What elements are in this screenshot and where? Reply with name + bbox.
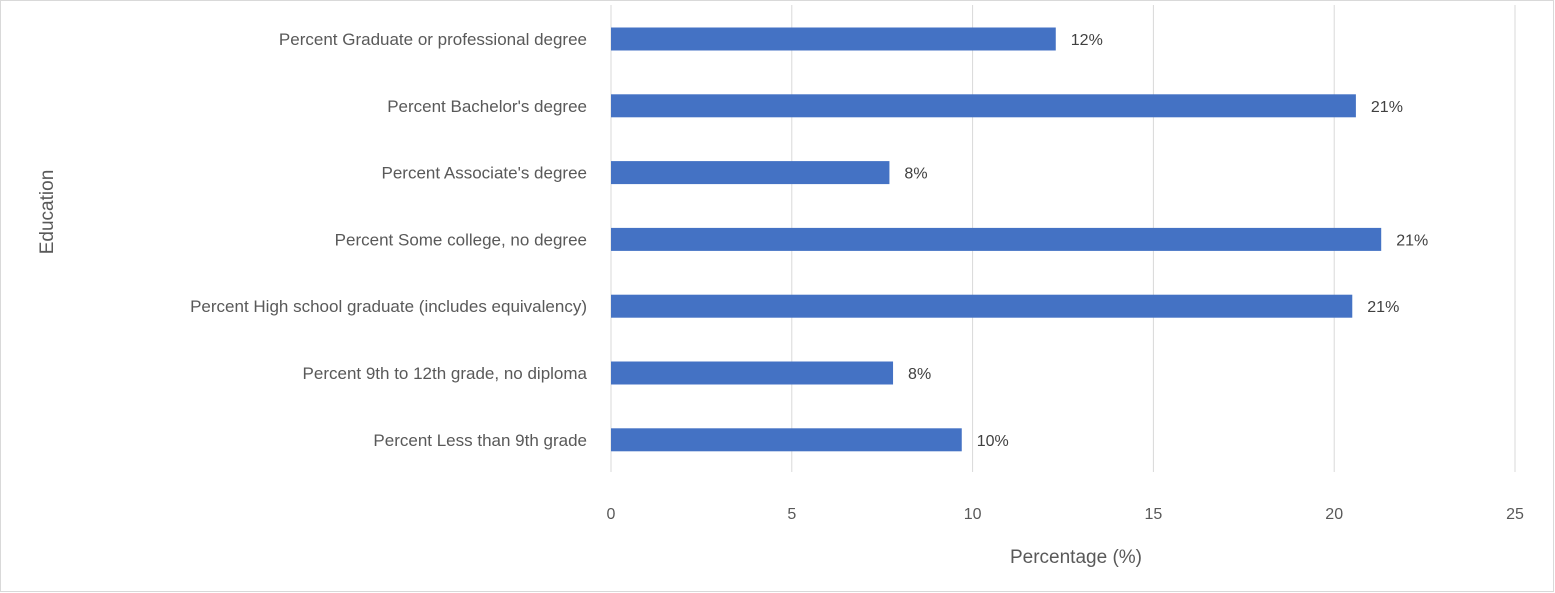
bar-2 bbox=[611, 161, 890, 185]
x-tick-label-0: 0 bbox=[607, 506, 616, 523]
x-tick-label-5: 25 bbox=[1506, 506, 1524, 523]
bar-4 bbox=[611, 294, 1353, 318]
data-label-0: 12% bbox=[1071, 32, 1103, 49]
bar-3 bbox=[611, 227, 1382, 251]
category-label-5: Percent 9th to 12th grade, no diploma bbox=[303, 364, 588, 383]
category-label-0: Percent Graduate or professional degree bbox=[279, 30, 587, 49]
category-label-4: Percent High school graduate (includes e… bbox=[190, 297, 587, 316]
bar-1 bbox=[611, 94, 1356, 118]
data-label-1: 21% bbox=[1371, 99, 1403, 116]
data-label-6: 10% bbox=[977, 433, 1009, 450]
x-tick-labels: 0 5 10 15 20 25 bbox=[607, 506, 1524, 523]
category-label-3: Percent Some college, no degree bbox=[335, 230, 587, 249]
category-label-1: Percent Bachelor's degree bbox=[387, 97, 587, 116]
x-tick-label-2: 10 bbox=[964, 506, 982, 523]
x-tick-label-1: 5 bbox=[787, 506, 796, 523]
gridlines bbox=[610, 5, 1516, 472]
x-axis-title: Percentage (%) bbox=[1010, 547, 1142, 568]
x-tick-label-4: 20 bbox=[1325, 506, 1343, 523]
data-label-4: 21% bbox=[1367, 299, 1399, 316]
bar-0 bbox=[611, 27, 1056, 51]
category-label-6: Percent Less than 9th grade bbox=[373, 431, 587, 450]
category-label-2: Percent Associate's degree bbox=[382, 164, 587, 183]
data-label-5: 8% bbox=[908, 366, 931, 383]
y-axis-title: Education bbox=[37, 170, 58, 255]
category-labels: Percent Graduate or professional degree P… bbox=[190, 30, 587, 450]
bar-5 bbox=[611, 361, 894, 385]
bar-6 bbox=[611, 428, 962, 452]
bars bbox=[611, 27, 1382, 452]
data-label-2: 8% bbox=[904, 166, 927, 183]
data-label-3: 21% bbox=[1396, 232, 1428, 249]
data-labels: 12% 21% 8% 21% 21% 8% 10% bbox=[904, 32, 1428, 450]
x-tick-label-3: 15 bbox=[1145, 506, 1163, 523]
